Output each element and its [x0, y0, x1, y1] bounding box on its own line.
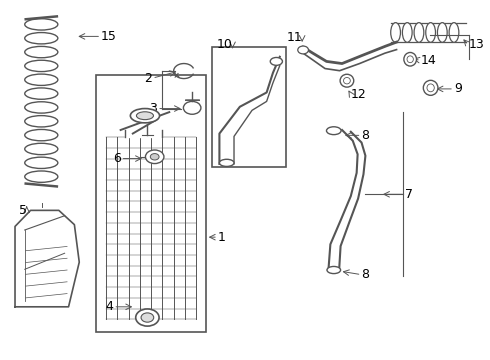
Ellipse shape [25, 88, 58, 99]
Ellipse shape [25, 171, 58, 182]
Ellipse shape [220, 159, 234, 166]
Ellipse shape [136, 112, 153, 120]
Ellipse shape [25, 116, 58, 127]
Ellipse shape [326, 127, 341, 135]
Ellipse shape [414, 23, 424, 42]
Ellipse shape [25, 102, 58, 113]
Text: 15: 15 [101, 30, 117, 43]
Ellipse shape [25, 74, 58, 85]
Polygon shape [15, 210, 79, 307]
Text: 8: 8 [362, 268, 369, 281]
Text: 10: 10 [217, 38, 233, 51]
Ellipse shape [404, 53, 416, 66]
Circle shape [150, 154, 159, 160]
Text: 9: 9 [454, 82, 462, 95]
Ellipse shape [25, 130, 58, 141]
Ellipse shape [25, 143, 58, 155]
Ellipse shape [438, 23, 447, 42]
Text: 5: 5 [19, 204, 26, 217]
Ellipse shape [327, 266, 341, 274]
Ellipse shape [449, 23, 459, 42]
Text: 4: 4 [105, 300, 113, 313]
Text: 7: 7 [405, 188, 414, 201]
Text: 14: 14 [421, 54, 437, 67]
Circle shape [298, 46, 309, 54]
Ellipse shape [427, 84, 434, 92]
Bar [97, 75, 206, 332]
Text: 6: 6 [113, 152, 121, 165]
Circle shape [146, 150, 164, 163]
Ellipse shape [25, 32, 58, 44]
Ellipse shape [130, 109, 160, 123]
Circle shape [136, 309, 159, 326]
Text: 8: 8 [362, 129, 369, 142]
Ellipse shape [343, 77, 350, 84]
Text: 2: 2 [145, 72, 152, 85]
Ellipse shape [25, 46, 58, 58]
Circle shape [141, 313, 154, 322]
Ellipse shape [402, 23, 412, 42]
Text: 13: 13 [468, 39, 484, 51]
Text: 3: 3 [149, 102, 157, 115]
Ellipse shape [25, 19, 58, 30]
Ellipse shape [340, 74, 354, 87]
Text: 1: 1 [218, 231, 226, 244]
Bar [212, 47, 286, 167]
Ellipse shape [25, 60, 58, 72]
Text: 12: 12 [351, 88, 367, 101]
Circle shape [183, 102, 201, 114]
Ellipse shape [423, 80, 438, 95]
Ellipse shape [391, 23, 400, 42]
Text: 11: 11 [286, 31, 302, 44]
Ellipse shape [25, 157, 58, 168]
Ellipse shape [407, 56, 414, 63]
Ellipse shape [426, 23, 436, 42]
Ellipse shape [270, 58, 282, 65]
